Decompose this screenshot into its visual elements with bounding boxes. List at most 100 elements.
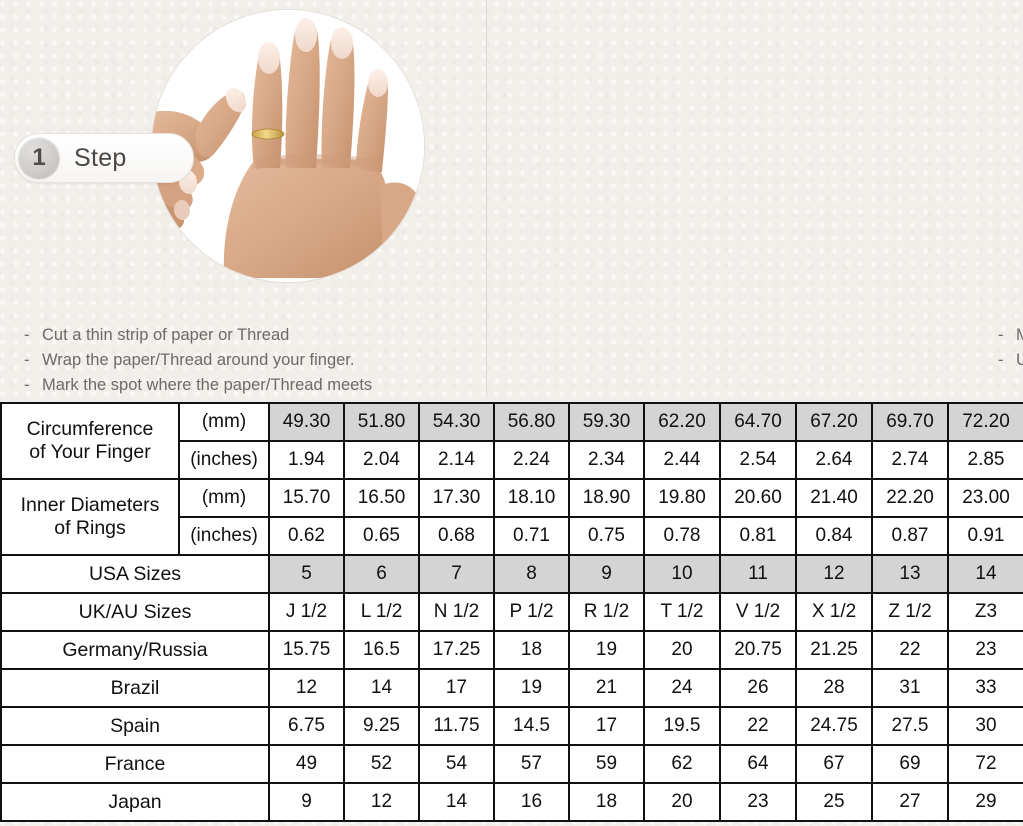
table-row: Brazil 12 14 17 19 21 24 26 28 31 33 xyxy=(0,668,1023,708)
data-cell: 18.90 xyxy=(568,478,645,518)
data-cell: 20.60 xyxy=(719,478,797,518)
instruction-text: Wrap the paper/Thread around your finger… xyxy=(42,351,355,369)
data-cell: 0.87 xyxy=(871,516,949,556)
data-cell: 23 xyxy=(947,630,1023,670)
table-row: (inches) 1.94 2.04 2.14 2.24 2.34 2.44 2… xyxy=(1,440,1023,480)
data-cell: 67 xyxy=(795,744,873,784)
data-cell: 24.75 xyxy=(795,706,873,746)
data-cell: 69 xyxy=(871,744,949,784)
data-cell: 16 xyxy=(493,782,570,822)
data-cell: 2.24 xyxy=(493,440,570,480)
data-cell: 21.40 xyxy=(795,478,873,518)
data-cell: V 1/2 xyxy=(719,592,797,632)
data-cell: 20 xyxy=(643,630,721,670)
data-cell: 0.78 xyxy=(643,516,721,556)
bullet-dash-icon: - xyxy=(24,326,30,344)
data-cell: 14 xyxy=(947,554,1023,594)
data-cell: 7 xyxy=(418,554,495,594)
data-cell: 25 xyxy=(795,782,873,822)
row-label-line: Inner Diameters xyxy=(20,494,160,516)
row-label-spain: Spain xyxy=(0,706,270,746)
data-cell: 27.5 xyxy=(871,706,949,746)
data-cell: 10 xyxy=(643,554,721,594)
data-cell: 12 xyxy=(795,554,873,594)
data-cell: 20 xyxy=(643,782,721,822)
unit-cell: (mm) xyxy=(178,402,270,442)
data-cell: 33 xyxy=(947,668,1023,708)
data-cell: 0.68 xyxy=(418,516,495,556)
data-cell: 5 xyxy=(268,554,345,594)
data-cell: 22 xyxy=(871,630,949,670)
data-cell: 16.5 xyxy=(343,630,420,670)
row-label-line: of Your Finger xyxy=(29,441,151,463)
data-cell: 57 xyxy=(493,744,570,784)
data-cell: 62.20 xyxy=(643,402,721,442)
data-cell: 30 xyxy=(947,706,1023,746)
data-cell: 27 xyxy=(871,782,949,822)
bullet-dash-icon: - xyxy=(998,351,1004,369)
unit-cell: (mm) xyxy=(178,478,270,518)
data-cell: 51.80 xyxy=(343,402,420,442)
data-cell: 2.54 xyxy=(719,440,797,480)
data-cell: 0.81 xyxy=(719,516,797,556)
data-cell: 19 xyxy=(493,668,570,708)
table-row: Spain 6.75 9.25 11.75 14.5 17 19.5 22 24… xyxy=(0,706,1023,746)
data-cell: 9.25 xyxy=(343,706,420,746)
step-1-instructions: - Cut a thin strip of paper or Thread - Wr… xyxy=(24,323,372,398)
instruction-item: - Measure the length of the thread with y… xyxy=(998,323,1023,348)
table-row: France 49 52 54 57 59 62 64 67 69 72 xyxy=(0,744,1023,784)
step-1-panel: 1 Step - Cut a thin strip of paper or Thr… xyxy=(0,0,486,400)
unit-cell: (inches) xyxy=(178,440,270,480)
data-cell: 67.20 xyxy=(795,402,873,442)
data-cell: 18 xyxy=(568,782,645,822)
data-cell: 22 xyxy=(719,706,797,746)
data-cell: 26 xyxy=(719,668,797,708)
data-cell: 64.70 xyxy=(719,402,797,442)
data-cell: P 1/2 xyxy=(493,592,570,632)
data-cell: 2.04 xyxy=(343,440,420,480)
data-cell: 9 xyxy=(268,782,345,822)
row-label-inner-diameter: Inner Diameters of Rings xyxy=(0,478,180,556)
data-cell: 22.20 xyxy=(871,478,949,518)
steps-section: 1 Step - Cut a thin strip of paper or Thr… xyxy=(0,0,1023,400)
bullet-dash-icon: - xyxy=(24,351,30,369)
row-label-france: France xyxy=(0,744,270,784)
data-cell: 64 xyxy=(719,744,797,784)
data-cell: 2.85 xyxy=(947,440,1023,480)
data-cell: 6 xyxy=(343,554,420,594)
data-cell: 0.62 xyxy=(268,516,345,556)
data-cell: 49.30 xyxy=(268,402,345,442)
data-cell: X 1/2 xyxy=(795,592,873,632)
instruction-item: - Wrap the paper/Thread around your finge… xyxy=(24,348,372,373)
data-cell: 9 xyxy=(568,554,645,594)
table-row: USA Sizes 5 6 7 8 9 10 11 12 13 14 xyxy=(0,554,1023,594)
data-cell: 52 xyxy=(343,744,420,784)
data-cell: 21.25 xyxy=(795,630,873,670)
row-label-usa: USA Sizes xyxy=(0,554,270,594)
data-cell: 18.10 xyxy=(493,478,570,518)
instruction-text: Use the following chart to determine you… xyxy=(1016,351,1023,369)
data-cell: 6.75 xyxy=(268,706,345,746)
table-row: Inner Diameters of Rings (mm) 15.70 16.5… xyxy=(0,478,1023,556)
data-cell: 16.50 xyxy=(343,478,420,518)
data-cell: 11.75 xyxy=(418,706,495,746)
data-cell: 12 xyxy=(268,668,345,708)
row-label-circumference: Circumference of Your Finger xyxy=(0,402,180,480)
step-1-badge: 1 Step xyxy=(14,133,194,183)
row-label-line: Circumference xyxy=(26,418,154,440)
data-cell: 20.75 xyxy=(719,630,797,670)
data-cell: 0.65 xyxy=(343,516,420,556)
instruction-item: - Cut a thin strip of paper or Thread xyxy=(24,323,372,348)
data-cell: 62 xyxy=(643,744,721,784)
data-cell: 1.94 xyxy=(268,440,345,480)
data-cell: 59 xyxy=(568,744,645,784)
row-label-germany-russia: Germany/Russia xyxy=(0,630,270,670)
data-cell: 2.44 xyxy=(643,440,721,480)
data-cell: 17 xyxy=(418,668,495,708)
data-cell: R 1/2 xyxy=(568,592,645,632)
data-cell: 2.34 xyxy=(568,440,645,480)
table-row: Germany/Russia 15.75 16.5 17.25 18 19 20… xyxy=(0,630,1023,670)
instruction-text: Cut a thin strip of paper or Thread xyxy=(42,326,290,344)
bullet-dash-icon: - xyxy=(24,376,30,394)
data-cell: 29 xyxy=(947,782,1023,822)
